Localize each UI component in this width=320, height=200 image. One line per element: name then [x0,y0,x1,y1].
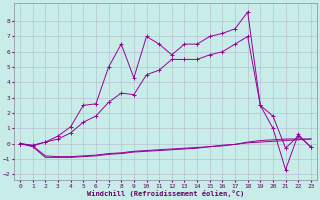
X-axis label: Windchill (Refroidissement éolien,°C): Windchill (Refroidissement éolien,°C) [87,190,244,197]
